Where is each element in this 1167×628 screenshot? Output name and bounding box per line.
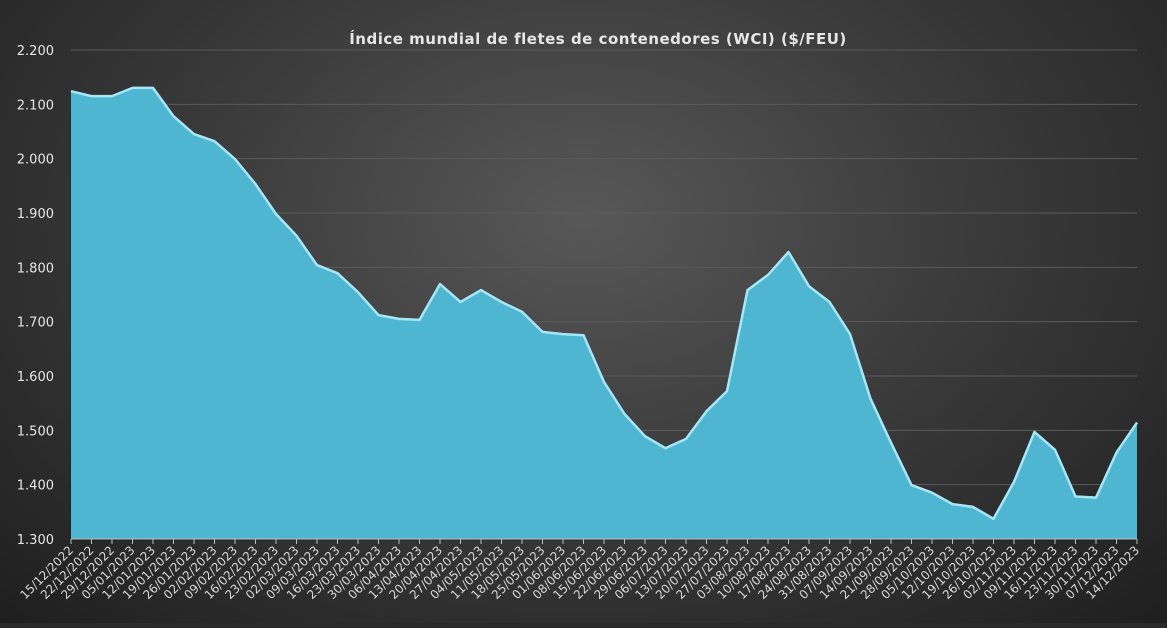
y-tick-label: 1.500 bbox=[17, 424, 54, 439]
y-tick-label: 1.400 bbox=[17, 479, 54, 494]
y-tick-label: 1.700 bbox=[17, 316, 54, 331]
y-tick-label: 2.000 bbox=[17, 153, 54, 168]
y-tick-label: 1.900 bbox=[17, 207, 54, 222]
y-tick-label: 1.600 bbox=[17, 370, 54, 385]
y-tick-label: 1.300 bbox=[17, 533, 54, 548]
y-tick-label: 2.100 bbox=[17, 98, 54, 113]
y-tick-label: 2.200 bbox=[17, 44, 54, 59]
chart-title: Índice mundial de fletes de contenedores… bbox=[349, 29, 847, 48]
y-tick-label: 1.800 bbox=[17, 261, 54, 276]
